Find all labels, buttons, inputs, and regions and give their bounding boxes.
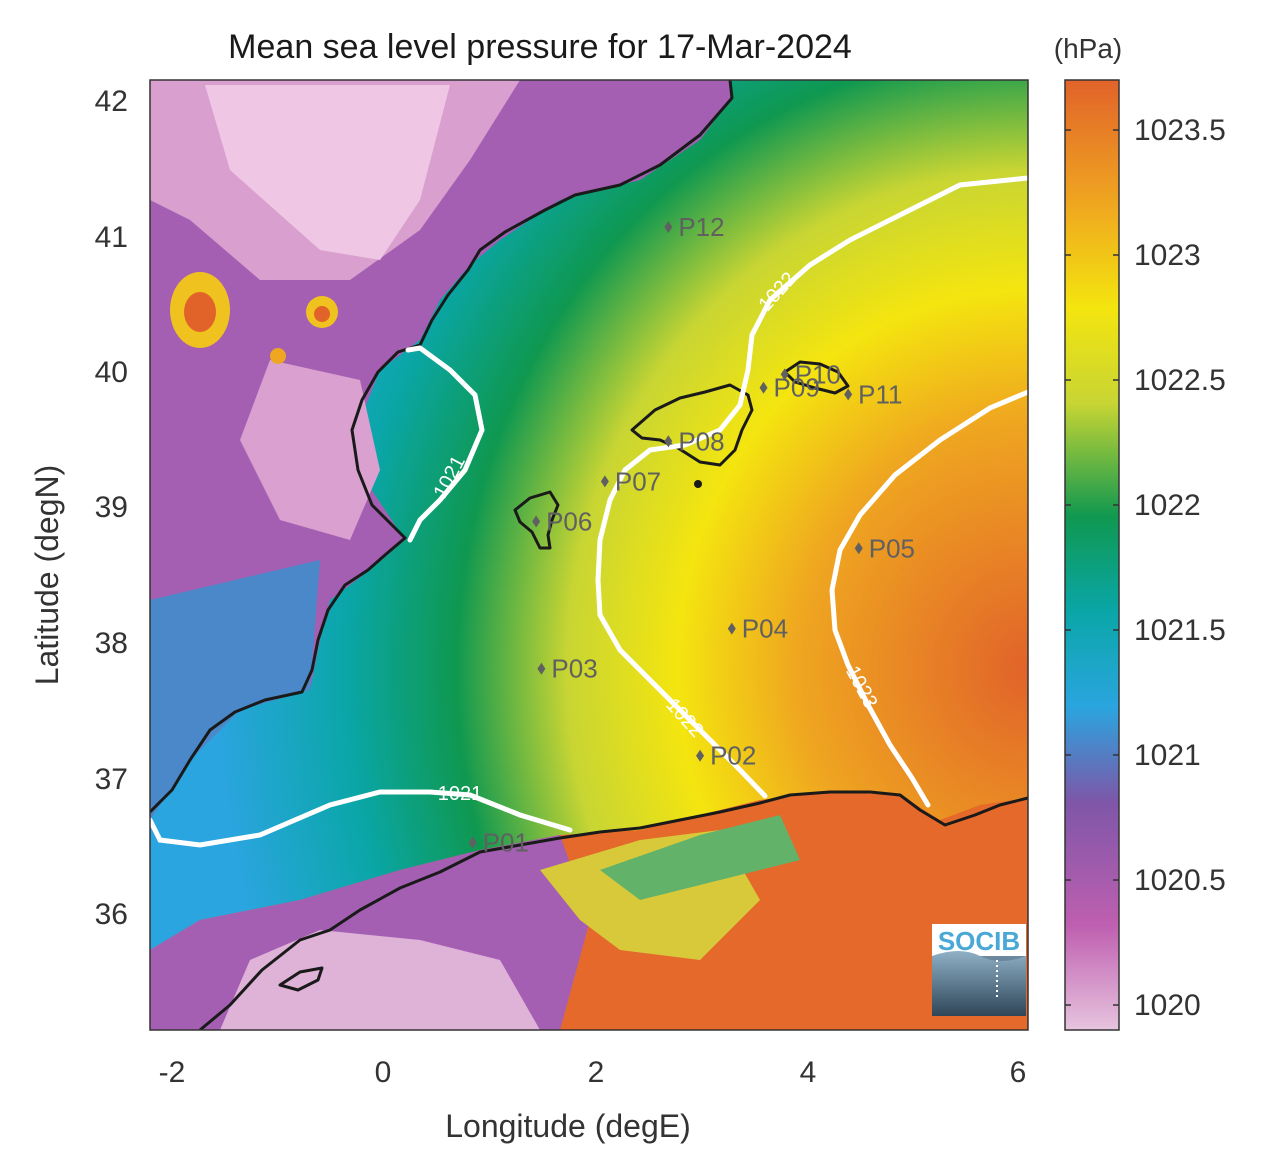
station-label-p11: P11 (858, 379, 902, 409)
map-border (149, 79, 1029, 1031)
station-label-p06: P06 (546, 507, 592, 537)
small-island-coastline (278, 966, 324, 992)
station-marker-p05 (854, 542, 863, 555)
coastlines (150, 80, 1028, 1030)
colorbar-tick-label: 1021 (1134, 739, 1201, 772)
iberia-pale-zone-3 (240, 360, 380, 540)
station-label-p07: P07 (615, 466, 661, 496)
map-area (150, 80, 1028, 1030)
colorbar-tick-label: 1022 (1134, 489, 1201, 522)
y-tick: 42 (95, 85, 128, 118)
contour-1021-north (405, 345, 485, 543)
y-tick: 40 (95, 356, 128, 389)
colorbar-tick-label: 1020 (1134, 989, 1201, 1022)
iberia-pale-zone-2 (205, 85, 450, 260)
x-tick: 6 (1010, 1056, 1027, 1089)
x-axis: -2 0 2 4 6 Longitude (degE) (159, 1056, 1027, 1144)
station-marker-p01 (468, 836, 477, 849)
colorbar-tick-label: 1023.5 (1134, 114, 1226, 147)
station-label-p12: P12 (678, 212, 724, 242)
x-tick: 0 (375, 1056, 392, 1089)
station-label-p09: P09 (774, 373, 820, 403)
y-tick: 39 (95, 491, 128, 524)
colorbar-tick-label: 1022.5 (1134, 364, 1226, 397)
station-label-p02: P02 (710, 741, 756, 771)
station-label-p04: P04 (742, 614, 788, 644)
contour-1022 (595, 175, 1028, 799)
y-tick: 37 (95, 763, 128, 796)
contour-lines (150, 175, 1028, 848)
y-axis: 42 41 40 39 38 37 36 Latitude (degN) (29, 85, 128, 931)
colorbar-tick-label: 1020.5 (1134, 864, 1226, 897)
x-axis-label: Longitude (degE) (445, 1108, 691, 1144)
colorbar-unit: (hPa) (1054, 33, 1122, 64)
cabrera-island (694, 480, 702, 488)
colorbar-ticks: 1023.5 1023 1022.5 1022 1021.5 1021 1020.5 1020 (1065, 114, 1226, 1022)
chart-title: Mean sea level pressure for 17-Mar-2024 (228, 28, 852, 66)
station-marker-p11 (844, 388, 853, 401)
x-tick: 4 (800, 1056, 817, 1089)
contour-1021-south (150, 789, 573, 848)
station-label-p03: P03 (551, 654, 597, 684)
iberia-coastline (150, 80, 734, 814)
north-africa-pale (220, 930, 540, 1030)
station-marker-p04 (727, 622, 736, 635)
y-tick: 41 (95, 221, 128, 254)
station-marker-p03 (537, 662, 546, 675)
north-africa-green (600, 815, 800, 900)
colorbar-gradient (1064, 79, 1120, 1031)
y-tick: 36 (95, 898, 128, 931)
station-marker-p12 (664, 221, 673, 234)
svg-text:SOCIB: SOCIB (938, 926, 1020, 956)
x-tick: -2 (159, 1056, 186, 1089)
africa-coastline (199, 790, 1028, 1030)
station-label-p08: P08 (678, 426, 724, 456)
station-marker-p06 (532, 515, 541, 528)
contour-label-1021-south: 1021 (438, 783, 483, 805)
colorbar: (hPa) 1023.5 1023 1022.5 1022 1021.5 1021 1020… (1054, 33, 1226, 1031)
station-marker-p02 (696, 749, 705, 762)
socib-logo: SOCIB (932, 924, 1026, 1016)
station-marker-p07 (600, 475, 609, 488)
station-marker-p10 (780, 368, 789, 381)
station-label-p10: P10 (795, 359, 841, 389)
colorbar-tick-label: 1023 (1134, 239, 1201, 272)
x-tick: 2 (588, 1056, 605, 1089)
station-marker-p09 (759, 381, 768, 394)
station-label-p01: P01 (483, 828, 529, 858)
y-tick: 38 (95, 627, 128, 660)
menorca-coastline (783, 360, 850, 395)
station-label-p05: P05 (869, 533, 915, 563)
contour-1023 (829, 389, 1028, 808)
ibiza-coastline (513, 490, 560, 550)
y-axis-label: Latitude (degN) (29, 465, 65, 686)
station-marker-p08 (664, 435, 673, 448)
colorbar-tick-label: 1021.5 (1134, 614, 1226, 647)
high-pressure-spot-3 (270, 348, 286, 364)
